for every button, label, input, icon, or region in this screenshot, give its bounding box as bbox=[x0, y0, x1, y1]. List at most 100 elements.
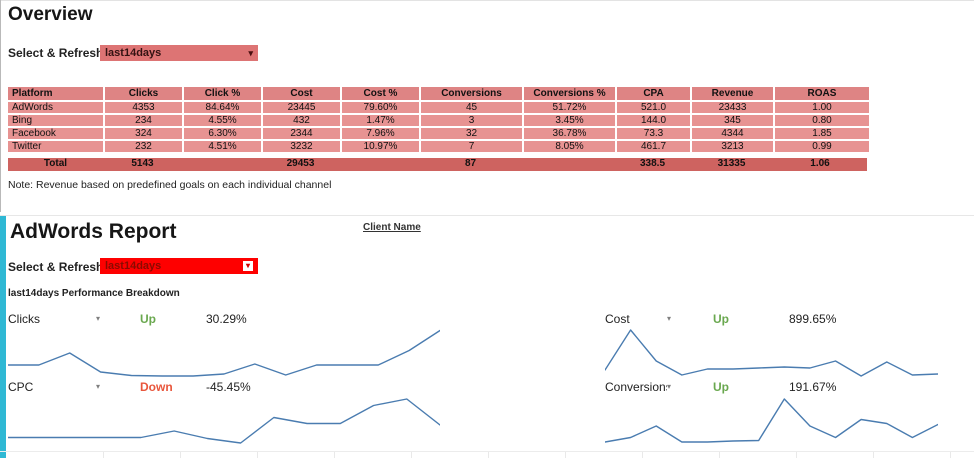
total-cell bbox=[182, 158, 261, 171]
metric-block-cpc: CPC ▾ Down -45.45% bbox=[8, 379, 440, 446]
left-hairline bbox=[0, 0, 1, 212]
table-header-cell: Platform bbox=[8, 87, 103, 100]
table-cell: 8.05% bbox=[524, 140, 615, 152]
table-cell: 3232 bbox=[263, 140, 340, 152]
table-header-cell: Cost bbox=[263, 87, 340, 100]
cost-sparkline-chart bbox=[605, 328, 938, 378]
table-cell: 10.97% bbox=[342, 140, 419, 152]
adwords-select-refresh-label: Select & Refresh: bbox=[8, 260, 108, 274]
table-header-cell: Revenue bbox=[692, 87, 773, 100]
table-cell: 461.7 bbox=[617, 140, 690, 152]
table-cell: 6.30% bbox=[184, 127, 261, 139]
overview-total-row: Total 5143 29453 87 338.5 31335 1.06 bbox=[8, 158, 867, 171]
table-cell: 23433 bbox=[692, 101, 773, 113]
revenue-note: Note: Revenue based on predefined goals … bbox=[8, 179, 332, 191]
overview-refresh-dropdown[interactable]: last14days ▾ bbox=[100, 45, 258, 61]
client-name-link[interactable]: Client Name bbox=[363, 222, 421, 233]
table-cell: 432 bbox=[263, 114, 340, 126]
overview-section-title: Overview bbox=[8, 4, 93, 25]
metric-label: CPC bbox=[8, 379, 34, 394]
total-cell: 5143 bbox=[103, 158, 182, 171]
total-cell: 29453 bbox=[261, 158, 340, 171]
overview-refresh-dropdown-value: last14days bbox=[105, 47, 162, 59]
table-header-cell: ROAS bbox=[775, 87, 869, 100]
metric-change-value: 30.29% bbox=[206, 311, 247, 326]
table-cell: 79.60% bbox=[342, 101, 419, 113]
table-cell: 3.45% bbox=[524, 114, 615, 126]
section-accent-bar bbox=[0, 216, 6, 458]
metric-label: Cost bbox=[605, 311, 630, 326]
overview-platform-table: Platform Clicks Click % Cost Cost % Conv… bbox=[8, 87, 869, 152]
metric-label: Clicks bbox=[8, 311, 40, 326]
metric-change-value: 191.67% bbox=[789, 379, 837, 394]
table-cell: 3 bbox=[421, 114, 522, 126]
table-cell: 2344 bbox=[263, 127, 340, 139]
table-header-cell: Conversions % bbox=[524, 87, 615, 100]
adwords-refresh-dropdown[interactable]: last14days ▾ bbox=[100, 258, 258, 274]
sparkline-path bbox=[8, 399, 440, 443]
chevron-down-icon[interactable]: ▾ bbox=[96, 381, 101, 391]
table-header-cell: CPA bbox=[617, 87, 690, 100]
table-cell: AdWords bbox=[8, 101, 103, 113]
sparkline-path bbox=[605, 399, 938, 442]
table-cell: 23445 bbox=[263, 101, 340, 113]
adwords-refresh-dropdown-value: last14days bbox=[105, 260, 162, 272]
table-header-cell: Clicks bbox=[105, 87, 182, 100]
metric-header: Conversions ▾ Up 191.67% bbox=[605, 379, 938, 394]
table-header-cell: Cost % bbox=[342, 87, 419, 100]
cpc-sparkline-chart bbox=[8, 396, 440, 446]
total-cell: 87 bbox=[419, 158, 522, 171]
table-cell: 4344 bbox=[692, 127, 773, 139]
metric-direction: Up bbox=[713, 379, 729, 394]
table-cell: 232 bbox=[105, 140, 182, 152]
table-cell: 4353 bbox=[105, 101, 182, 113]
table-cell: 84.64% bbox=[184, 101, 261, 113]
table-cell: 51.72% bbox=[524, 101, 615, 113]
metric-change-value: -45.45% bbox=[206, 379, 251, 394]
table-cell: 345 bbox=[692, 114, 773, 126]
bottom-gridline bbox=[0, 451, 974, 452]
table-cell: 3213 bbox=[692, 140, 773, 152]
performance-breakdown-title: last14days Performance Breakdown bbox=[8, 288, 180, 299]
table-cell: Facebook bbox=[8, 127, 103, 139]
table-cell: Twitter bbox=[8, 140, 103, 152]
table-cell: 36.78% bbox=[524, 127, 615, 139]
chevron-down-icon[interactable]: ▾ bbox=[667, 313, 672, 323]
total-cell: Total bbox=[8, 158, 103, 171]
table-cell: 45 bbox=[421, 101, 522, 113]
dropdown-arrow-chip: ▾ bbox=[243, 261, 253, 271]
total-cell bbox=[340, 158, 419, 171]
metric-header: Cost ▾ Up 899.65% bbox=[605, 311, 938, 326]
table-cell: 7 bbox=[421, 140, 522, 152]
sparkline-path bbox=[605, 330, 938, 376]
metric-header: Clicks ▾ Up 30.29% bbox=[8, 311, 440, 326]
table-cell: 4.51% bbox=[184, 140, 261, 152]
table-cell: 0.80 bbox=[775, 114, 869, 126]
table-cell: 7.96% bbox=[342, 127, 419, 139]
table-header-cell: Conversions bbox=[421, 87, 522, 100]
dropdown-arrow-icon: ▾ bbox=[245, 261, 250, 270]
chevron-down-icon[interactable]: ▾ bbox=[667, 381, 672, 391]
chevron-down-icon[interactable]: ▾ bbox=[96, 313, 101, 323]
metric-block-conversions: Conversions ▾ Up 191.67% bbox=[605, 379, 938, 446]
metric-block-cost: Cost ▾ Up 899.65% bbox=[605, 311, 938, 378]
table-cell: 1.00 bbox=[775, 101, 869, 113]
table-cell: 234 bbox=[105, 114, 182, 126]
table-cell: 4.55% bbox=[184, 114, 261, 126]
sparkline-path bbox=[8, 331, 440, 377]
table-header-cell: Click % bbox=[184, 87, 261, 100]
table-cell: 1.85 bbox=[775, 127, 869, 139]
clicks-sparkline-chart bbox=[8, 328, 440, 378]
total-cell bbox=[522, 158, 615, 171]
table-cell: 521.0 bbox=[617, 101, 690, 113]
total-cell: 338.5 bbox=[615, 158, 690, 171]
section-divider bbox=[0, 215, 974, 216]
table-cell: 144.0 bbox=[617, 114, 690, 126]
bottom-grid-stubs bbox=[0, 452, 974, 458]
metric-change-value: 899.65% bbox=[789, 311, 837, 326]
metric-direction: Down bbox=[140, 379, 173, 394]
dropdown-arrow-icon: ▾ bbox=[248, 47, 253, 58]
adwords-section-title: AdWords Report bbox=[10, 220, 177, 243]
conversions-sparkline-chart bbox=[605, 396, 938, 446]
table-cell: 73.3 bbox=[617, 127, 690, 139]
